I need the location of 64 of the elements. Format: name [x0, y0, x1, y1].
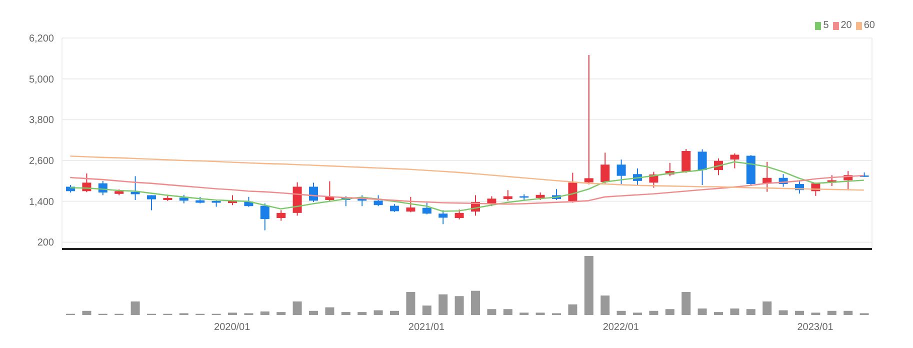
y-tick-label: 200 [37, 238, 54, 249]
bar [778, 310, 788, 315]
bar [325, 307, 334, 315]
bar [471, 290, 480, 315]
bar [341, 312, 350, 315]
bar [682, 292, 691, 315]
bar [795, 310, 804, 315]
candlestick [374, 194, 383, 207]
bar [698, 308, 707, 315]
bar [827, 310, 836, 315]
candlestick [682, 148, 691, 174]
x-tick-label: 2023/01 [797, 322, 834, 334]
candlestick [698, 148, 707, 186]
bar [584, 256, 594, 315]
legend-label: 20 [840, 20, 852, 31]
candlestick [276, 210, 286, 222]
bar [568, 304, 578, 315]
legend-label: 5 [823, 20, 829, 31]
bar [406, 292, 416, 315]
bar [309, 310, 318, 315]
legend-label: 60 [864, 20, 875, 31]
candlestick [584, 54, 594, 185]
candlestick [422, 202, 432, 215]
y-tick-label: 5,000 [28, 74, 54, 86]
candlestick [406, 196, 416, 213]
y-tick-label: 6,200 [28, 34, 54, 45]
bar [503, 309, 512, 315]
candlestick [309, 182, 318, 203]
bar [454, 296, 464, 315]
bar [374, 310, 383, 315]
bar [665, 309, 674, 315]
bar [358, 312, 367, 315]
candlestick [147, 194, 156, 211]
y-tick-label: 2,600 [28, 156, 54, 168]
bar [487, 309, 496, 315]
bar [276, 312, 286, 315]
bar [390, 310, 399, 315]
x-tick-label: 2021/01 [408, 322, 446, 334]
bar [422, 306, 432, 315]
bar [730, 308, 740, 315]
bar [616, 310, 626, 315]
candlestick [730, 152, 740, 169]
candlestick [616, 158, 626, 184]
y-tick-label: 1,400 [28, 196, 54, 208]
candlestick [454, 209, 464, 220]
candlestick [503, 190, 512, 202]
x-tick-label: 2020/01 [214, 322, 251, 334]
candlestick [325, 180, 334, 202]
bar [746, 309, 756, 315]
candlestick [260, 202, 270, 231]
bar [82, 310, 92, 315]
bar [762, 301, 772, 315]
bar [844, 310, 853, 315]
bar [260, 311, 270, 315]
bar [292, 301, 302, 315]
bar [714, 312, 723, 315]
candlestick [600, 152, 610, 184]
bar [649, 310, 658, 315]
bar [438, 294, 448, 315]
x-tick-label: 2022/01 [602, 322, 640, 334]
y-tick-label: 3,800 [28, 115, 54, 126]
candlestick [438, 210, 448, 225]
bar [600, 296, 610, 315]
bar [130, 301, 140, 315]
